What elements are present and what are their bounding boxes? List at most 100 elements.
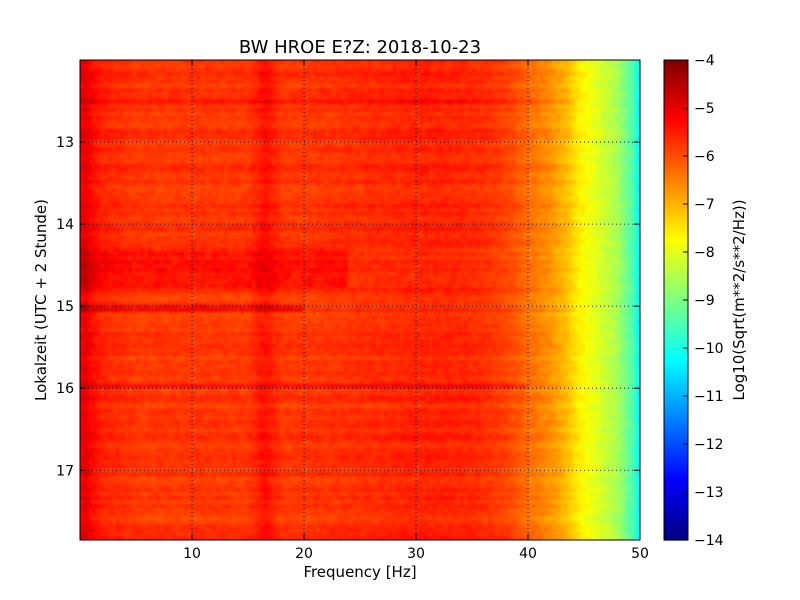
colorbar-segment xyxy=(664,172,688,177)
colorbar-segment xyxy=(664,164,688,169)
spectrogram-heatmap xyxy=(80,60,640,540)
spectrogram-image xyxy=(80,60,640,540)
colorbar-segment xyxy=(664,120,688,125)
colorbar-segment xyxy=(664,292,688,297)
y-tick-label: 13 xyxy=(56,135,74,151)
colorbar-segment xyxy=(664,112,688,117)
colorbar-segment xyxy=(664,340,688,345)
colorbar-segment xyxy=(664,276,688,281)
colorbar-label: Log10(Sqrt(m**2/s**2/Hz)) xyxy=(730,199,748,400)
colorbar-segment xyxy=(664,440,688,445)
colorbar-segment xyxy=(664,140,688,145)
colorbar-segment xyxy=(664,460,688,465)
colorbar-tick-label: −9 xyxy=(694,293,715,309)
colorbar-segment xyxy=(664,144,688,149)
colorbar-segment xyxy=(664,208,688,213)
colorbar-segment xyxy=(664,488,688,493)
colorbar-segment xyxy=(664,96,688,101)
colorbar-segment xyxy=(664,384,688,389)
colorbar-segment xyxy=(664,320,688,325)
colorbar-tick-label: −6 xyxy=(694,149,715,165)
colorbar-segment xyxy=(664,468,688,473)
colorbar-segment xyxy=(664,504,688,509)
colorbar-segment xyxy=(664,408,688,413)
y-axis-label: Lokalzeit (UTC + 2 Stunde) xyxy=(32,199,50,401)
colorbar-segment xyxy=(664,108,688,113)
colorbar-segment xyxy=(664,524,688,529)
colorbar-segment xyxy=(664,60,688,65)
colorbar-segment xyxy=(664,280,688,285)
colorbar-segment xyxy=(664,248,688,253)
colorbar-segment xyxy=(664,212,688,217)
colorbar-tick-label: −5 xyxy=(694,101,715,117)
x-tick-label: 10 xyxy=(183,546,201,562)
colorbar-segment xyxy=(664,84,688,89)
colorbar-segment xyxy=(664,376,688,381)
colorbar-segment xyxy=(664,532,688,537)
colorbar-segment xyxy=(664,136,688,141)
colorbar-segment xyxy=(664,204,688,209)
x-axis-ticks: 10 20 30 40 50 xyxy=(183,60,649,562)
colorbar-tick-label: −12 xyxy=(694,437,724,453)
colorbar-segment xyxy=(664,536,688,541)
colorbar-segment xyxy=(664,404,688,409)
colorbar-segment xyxy=(664,216,688,221)
y-tick-label: 15 xyxy=(56,299,74,315)
colorbar-tick-label: −8 xyxy=(694,245,715,261)
colorbar xyxy=(664,60,688,541)
colorbar-segment xyxy=(664,192,688,197)
colorbar-segment xyxy=(664,528,688,533)
x-axis-label: Frequency [Hz] xyxy=(303,563,416,581)
colorbar-segment xyxy=(664,348,688,353)
colorbar-segment xyxy=(664,420,688,425)
colorbar-segment xyxy=(664,168,688,173)
colorbar-segment xyxy=(664,300,688,305)
x-tick-label: 20 xyxy=(295,546,313,562)
colorbar-segment xyxy=(664,312,688,317)
colorbar-segment xyxy=(664,296,688,301)
colorbar-segment xyxy=(664,128,688,133)
colorbar-segment xyxy=(664,512,688,517)
x-tick-label: 40 xyxy=(519,546,537,562)
colorbar-tick-label: −4 xyxy=(694,53,715,69)
colorbar-segment xyxy=(664,364,688,369)
colorbar-segment xyxy=(664,492,688,497)
colorbar-segment xyxy=(664,100,688,105)
colorbar-segment xyxy=(664,268,688,273)
colorbar-segment xyxy=(664,88,688,93)
colorbar-segment xyxy=(664,352,688,357)
colorbar-segment xyxy=(664,116,688,121)
colorbar-segment xyxy=(664,516,688,521)
colorbar-segment xyxy=(664,472,688,477)
colorbar-segment xyxy=(664,252,688,257)
colorbar-tick-label: −10 xyxy=(694,341,724,357)
y-tick-label: 17 xyxy=(56,463,74,479)
colorbar-segment xyxy=(664,412,688,417)
colorbar-segment xyxy=(664,92,688,97)
x-tick-label: 50 xyxy=(631,546,649,562)
colorbar-segment xyxy=(664,480,688,485)
colorbar-segment xyxy=(664,424,688,429)
colorbar-segment xyxy=(664,372,688,377)
colorbar-segment xyxy=(664,444,688,449)
colorbar-segment xyxy=(664,332,688,337)
colorbar-segment xyxy=(664,368,688,373)
colorbar-tick-label: −11 xyxy=(694,389,724,405)
colorbar-segment xyxy=(664,436,688,441)
colorbar-tick-label: −7 xyxy=(694,197,715,213)
colorbar-segment xyxy=(664,452,688,457)
colorbar-segment xyxy=(664,80,688,85)
colorbar-segment xyxy=(664,328,688,333)
colorbar-segment xyxy=(664,72,688,77)
colorbar-segment xyxy=(664,224,688,229)
colorbar-segment xyxy=(664,68,688,73)
colorbar-segment xyxy=(664,500,688,505)
colorbar-segment xyxy=(664,484,688,489)
colorbar-segment xyxy=(664,316,688,321)
colorbar-segment xyxy=(664,236,688,241)
colorbar-segment xyxy=(664,220,688,225)
colorbar-segment xyxy=(664,288,688,293)
colorbar-segment xyxy=(664,156,688,161)
colorbar-segment xyxy=(664,160,688,165)
